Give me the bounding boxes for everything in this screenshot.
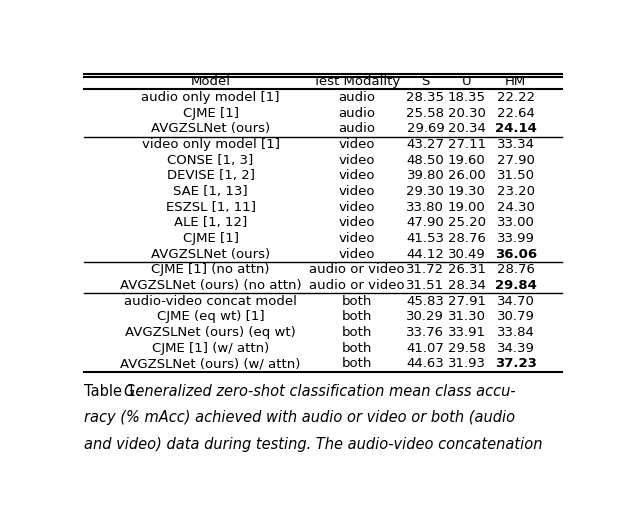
Text: and video) data during testing. The audio-video concatenation: and video) data during testing. The audi… [84, 437, 542, 452]
Text: 31.51: 31.51 [406, 279, 445, 292]
Text: video: video [339, 169, 375, 182]
Text: audio: audio [338, 122, 375, 135]
Text: 30.79: 30.79 [497, 311, 535, 323]
Text: 44.12: 44.12 [406, 248, 444, 261]
Text: 34.70: 34.70 [497, 295, 535, 307]
Text: 26.31: 26.31 [448, 263, 486, 276]
Text: Table 1:: Table 1: [84, 384, 145, 399]
Text: 33.00: 33.00 [497, 216, 535, 229]
Text: 19.60: 19.60 [448, 154, 486, 166]
Text: 33.99: 33.99 [497, 232, 535, 245]
Text: 33.91: 33.91 [448, 326, 486, 339]
Text: 31.50: 31.50 [496, 169, 535, 182]
Text: SAE [1, 13]: SAE [1, 13] [173, 185, 248, 198]
Text: 24.14: 24.14 [495, 122, 537, 135]
Text: CJME [1] (no attn): CJME [1] (no attn) [151, 263, 270, 276]
Text: 27.11: 27.11 [448, 138, 486, 151]
Text: CJME (eq wt) [1]: CJME (eq wt) [1] [157, 311, 265, 323]
Text: 26.00: 26.00 [448, 169, 486, 182]
Text: 23.20: 23.20 [496, 185, 535, 198]
Text: 25.20: 25.20 [448, 216, 486, 229]
Text: CJME [1]: CJME [1] [183, 232, 239, 245]
Text: AVGZSLNet (ours) (eq wt): AVGZSLNet (ours) (eq wt) [125, 326, 296, 339]
Text: 33.80: 33.80 [406, 200, 444, 214]
Text: 22.22: 22.22 [496, 91, 535, 104]
Text: both: both [342, 342, 372, 355]
Text: HM: HM [505, 75, 526, 88]
Text: racy (% mAcc) achieved with audio or video or both (audio: racy (% mAcc) achieved with audio or vid… [84, 410, 515, 426]
Text: 28.76: 28.76 [448, 232, 486, 245]
Text: video: video [339, 200, 375, 214]
Text: video: video [339, 154, 375, 166]
Text: Model: Model [191, 75, 231, 88]
Text: AVGZSLNet (ours): AVGZSLNet (ours) [151, 122, 270, 135]
Text: AVGZSLNet (ours) (w/ attn): AVGZSLNet (ours) (w/ attn) [120, 357, 301, 370]
Text: audio only model [1]: audio only model [1] [141, 91, 280, 104]
Text: 39.80: 39.80 [406, 169, 444, 182]
Text: 28.34: 28.34 [448, 279, 486, 292]
Text: 27.90: 27.90 [497, 154, 535, 166]
Text: audio-video concat model: audio-video concat model [124, 295, 297, 307]
Text: both: both [342, 311, 372, 323]
Text: Test Modality: Test Modality [314, 75, 401, 88]
Text: 30.29: 30.29 [406, 311, 444, 323]
Text: audio: audio [338, 91, 375, 104]
Text: 28.76: 28.76 [497, 263, 535, 276]
Text: 19.00: 19.00 [448, 200, 486, 214]
Text: 33.84: 33.84 [497, 326, 535, 339]
Text: 27.91: 27.91 [448, 295, 486, 307]
Text: video: video [339, 185, 375, 198]
Text: CONSE [1, 3]: CONSE [1, 3] [168, 154, 254, 166]
Text: 33.76: 33.76 [406, 326, 444, 339]
Text: both: both [342, 326, 372, 339]
Text: 30.49: 30.49 [448, 248, 486, 261]
Text: 29.58: 29.58 [448, 342, 486, 355]
Text: video only model [1]: video only model [1] [142, 138, 280, 151]
Text: video: video [339, 248, 375, 261]
Text: 31.93: 31.93 [448, 357, 486, 370]
Text: 34.39: 34.39 [497, 342, 535, 355]
Text: 45.83: 45.83 [406, 295, 444, 307]
Text: 36.06: 36.06 [495, 248, 537, 261]
Text: both: both [342, 357, 372, 370]
Text: 25.58: 25.58 [406, 107, 444, 119]
Text: DEVISE [1, 2]: DEVISE [1, 2] [166, 169, 255, 182]
Text: 37.23: 37.23 [495, 357, 537, 370]
Text: ALE [1, 12]: ALE [1, 12] [174, 216, 247, 229]
Text: 24.30: 24.30 [497, 200, 535, 214]
Text: U: U [462, 75, 472, 88]
Text: 44.63: 44.63 [406, 357, 444, 370]
Text: 19.30: 19.30 [448, 185, 486, 198]
Text: ESZSL [1, 11]: ESZSL [1, 11] [166, 200, 256, 214]
Text: 47.90: 47.90 [406, 216, 444, 229]
Text: 22.64: 22.64 [497, 107, 535, 119]
Text: audio or video: audio or video [309, 263, 405, 276]
Text: 41.53: 41.53 [406, 232, 444, 245]
Text: CJME [1] (w/ attn): CJME [1] (w/ attn) [152, 342, 269, 355]
Text: AVGZSLNet (ours) (no attn): AVGZSLNet (ours) (no attn) [120, 279, 301, 292]
Text: both: both [342, 295, 372, 307]
Text: CJME [1]: CJME [1] [183, 107, 239, 119]
Text: 29.30: 29.30 [406, 185, 444, 198]
Text: 31.72: 31.72 [406, 263, 445, 276]
Text: 18.35: 18.35 [448, 91, 486, 104]
Text: video: video [339, 216, 375, 229]
Text: 20.30: 20.30 [448, 107, 486, 119]
Text: video: video [339, 232, 375, 245]
Text: 20.34: 20.34 [448, 122, 486, 135]
Text: 31.30: 31.30 [448, 311, 486, 323]
Text: 29.84: 29.84 [495, 279, 537, 292]
Text: 41.07: 41.07 [406, 342, 444, 355]
Text: 33.34: 33.34 [496, 138, 535, 151]
Text: 43.27: 43.27 [406, 138, 444, 151]
Text: 48.50: 48.50 [406, 154, 444, 166]
Text: S: S [421, 75, 430, 88]
Text: 29.69: 29.69 [406, 122, 444, 135]
Text: AVGZSLNet (ours): AVGZSLNet (ours) [151, 248, 270, 261]
Text: Generalized zero-shot classification mean class accu-: Generalized zero-shot classification mea… [124, 384, 516, 399]
Text: audio or video: audio or video [309, 279, 405, 292]
Text: audio: audio [338, 107, 375, 119]
Text: video: video [339, 138, 375, 151]
Text: 28.35: 28.35 [406, 91, 444, 104]
